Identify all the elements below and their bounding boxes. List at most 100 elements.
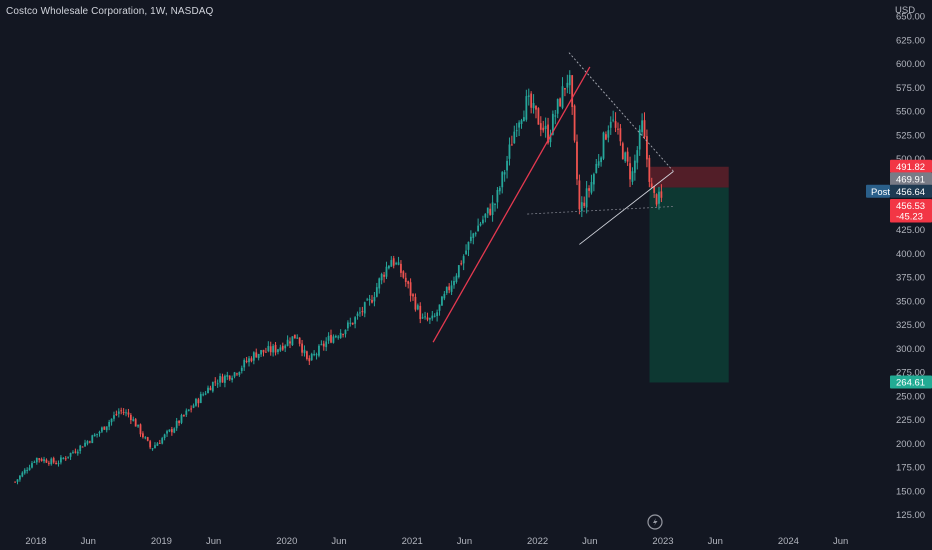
candle [578, 174, 581, 215]
candle-body [57, 463, 60, 465]
stop-price-tag: 491.82 [890, 159, 932, 173]
candle [298, 337, 301, 347]
candle [320, 340, 323, 346]
candle [416, 303, 419, 311]
y-tick-label: 600.00 [896, 59, 925, 70]
candle-body [96, 433, 98, 435]
candle-body [161, 438, 164, 444]
candle-body [289, 341, 291, 344]
candle [308, 355, 311, 366]
candle-body [168, 429, 171, 432]
candle [624, 151, 627, 163]
candle-body [378, 278, 381, 289]
candle-body [50, 458, 53, 465]
candle [605, 131, 607, 141]
entry-price-tag-text: 469.91 [896, 174, 925, 185]
candle-body [325, 341, 328, 348]
candle [643, 112, 646, 140]
candle [33, 460, 36, 463]
candle-body [277, 349, 279, 353]
candle [120, 407, 123, 415]
candle [544, 117, 547, 138]
candle [240, 365, 243, 374]
candle [392, 255, 395, 269]
candle-body [542, 127, 545, 131]
candle-body [605, 134, 607, 140]
candle [337, 335, 340, 340]
candle-body [373, 296, 376, 302]
candle-body [561, 86, 564, 108]
y-tick-label: 575.00 [896, 83, 925, 94]
candle [197, 397, 200, 408]
candle [383, 271, 385, 283]
candle-body [658, 191, 660, 204]
candle [617, 122, 619, 135]
candle [166, 429, 168, 437]
candle-body [351, 322, 354, 325]
candle-body [31, 463, 33, 468]
y-tick-label: 625.00 [896, 35, 925, 46]
y-tick-label: 525.00 [896, 130, 925, 141]
candle-body [132, 419, 135, 421]
candle-body [583, 202, 586, 206]
candle [349, 317, 352, 327]
candle-body [156, 443, 159, 446]
candle [419, 302, 422, 324]
entry-price-tag-bg [890, 172, 932, 186]
x-tick-label: Jun [582, 536, 597, 547]
candle [368, 294, 371, 306]
candle [600, 156, 603, 167]
candle [325, 337, 328, 352]
candle [658, 186, 660, 210]
candle [175, 417, 178, 431]
candle [655, 193, 658, 207]
candle-body [556, 99, 559, 114]
candle [81, 446, 84, 448]
candle-body [308, 358, 311, 362]
trendlines [432, 52, 674, 343]
candle [204, 390, 207, 396]
candle [474, 231, 477, 237]
candle [407, 280, 410, 289]
candle-body [465, 250, 467, 255]
candle [190, 405, 193, 413]
candle [597, 154, 600, 169]
loss-pct-tag-bg [890, 209, 932, 223]
candle [523, 110, 525, 122]
candle [636, 146, 639, 170]
candle-body [224, 375, 226, 383]
candle [494, 203, 496, 212]
y-tick-label: 500.00 [896, 154, 925, 165]
candle-body [349, 322, 352, 324]
candle [436, 309, 439, 322]
y-tick-label: 175.00 [896, 463, 925, 474]
candle [477, 218, 480, 232]
candle-body [180, 415, 183, 423]
candle-body [621, 143, 624, 160]
candle [638, 125, 641, 156]
candle-body [250, 358, 253, 362]
replay-icon[interactable] [647, 514, 663, 530]
candle [568, 70, 571, 95]
candle-body [322, 343, 325, 347]
candle-body [91, 435, 94, 444]
candle [339, 329, 342, 339]
loss-price-tag-text: 456.53 [896, 201, 925, 212]
entry-price-tag: 469.91 [890, 172, 932, 186]
candle-body [484, 213, 487, 218]
candle-body [366, 299, 369, 301]
candle-body [45, 459, 48, 463]
candle [612, 110, 615, 123]
candle-body [293, 334, 296, 339]
candle-body [291, 336, 294, 346]
candle-body [549, 134, 552, 143]
candle-body [55, 462, 57, 465]
candle-body [43, 459, 45, 462]
candle-body [547, 124, 549, 143]
candle-body [455, 275, 458, 282]
candle-body [93, 434, 96, 437]
candle [260, 349, 262, 357]
candle-body [441, 296, 443, 306]
candle-body [515, 130, 518, 132]
